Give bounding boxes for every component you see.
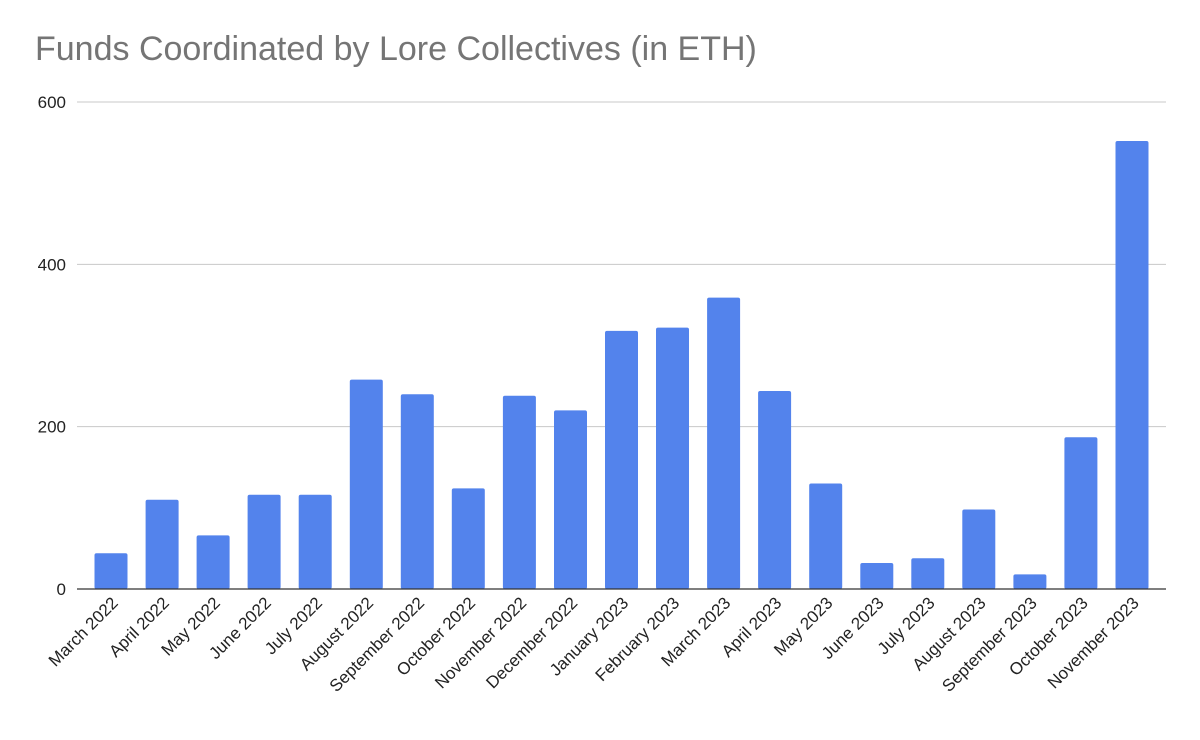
- bar: [451, 488, 485, 589]
- y-axis-ticks: 0 200 400 600: [38, 93, 66, 599]
- x-tick-label: March 2022: [45, 593, 122, 670]
- bar: [298, 494, 332, 589]
- bar: [247, 494, 281, 589]
- bar: [605, 330, 638, 589]
- bar: [1064, 437, 1098, 589]
- x-tick-label: November 2023: [1044, 593, 1143, 692]
- x-tick-label: December 2022: [482, 593, 581, 692]
- bar: [758, 391, 792, 589]
- bar: [502, 395, 536, 589]
- bar: [809, 483, 843, 589]
- bar: [400, 394, 434, 589]
- bar: [145, 499, 179, 589]
- bar: [94, 553, 128, 589]
- bars: [94, 141, 1149, 589]
- y-tick-label: 400: [38, 255, 66, 274]
- bar: [707, 297, 741, 589]
- bar: [1115, 141, 1149, 589]
- x-tick-label: November 2022: [431, 593, 530, 692]
- chart-title: Funds Coordinated by Lore Collectives (i…: [35, 30, 757, 68]
- bar: [1013, 574, 1047, 589]
- y-tick-label: 600: [38, 93, 66, 112]
- bar: [656, 327, 689, 589]
- bar: [349, 379, 383, 589]
- bar: [962, 509, 996, 589]
- x-tick-label: September 2023: [938, 593, 1040, 695]
- bar: [860, 563, 894, 589]
- y-tick-label: 0: [57, 580, 66, 599]
- bar: [911, 558, 945, 589]
- bar: [196, 535, 230, 589]
- bar: [554, 410, 587, 589]
- y-tick-label: 200: [38, 418, 66, 437]
- x-tick-label: September 2022: [326, 593, 428, 695]
